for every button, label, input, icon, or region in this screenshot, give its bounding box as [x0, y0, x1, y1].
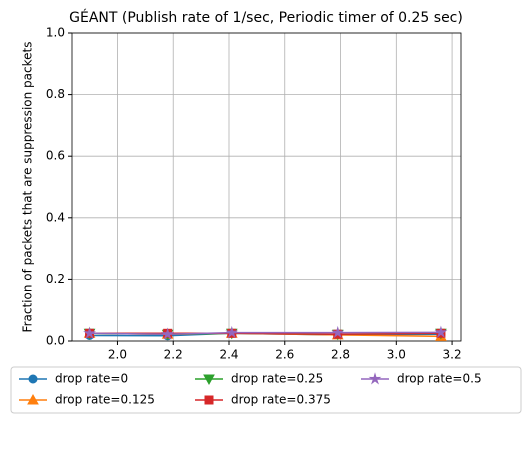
legend-label: drop rate=0	[55, 372, 128, 386]
legend-frame	[10, 366, 522, 414]
y-axis-label: Fraction of packets that are suppression…	[21, 42, 35, 333]
marker	[225, 325, 239, 339]
x-tick-label: 3.2	[443, 348, 462, 362]
marker	[28, 374, 38, 384]
marker	[331, 325, 345, 339]
marker	[27, 393, 39, 405]
y-tick-label: 0.8	[46, 87, 65, 101]
x-tick-label: 2.2	[164, 348, 183, 362]
x-tick-label: 2.6	[275, 348, 294, 362]
legend-label: drop rate=0.125	[55, 393, 155, 407]
y-tick-label: 0.0	[46, 334, 65, 348]
x-tick-label: 2.0	[108, 348, 127, 362]
marker	[204, 395, 214, 405]
x-tick-label: 2.8	[331, 348, 350, 362]
marker	[434, 325, 448, 338]
y-tick-label: 0.4	[46, 210, 65, 224]
plot-frame	[71, 32, 462, 342]
legend-label: drop rate=0.5	[397, 372, 482, 386]
y-tick-label: 0.2	[46, 272, 65, 286]
marker	[368, 372, 382, 385]
legend-label: drop rate=0.375	[231, 393, 331, 407]
y-tick-label: 1.0	[46, 26, 65, 40]
legend-label: drop rate=0.25	[231, 372, 323, 386]
chart-title: GÉANT (Publish rate of 1/sec, Periodic t…	[69, 9, 463, 26]
x-tick-label: 2.4	[219, 348, 238, 362]
marker	[83, 326, 96, 339]
y-tick-label: 0.6	[46, 149, 65, 163]
x-tick-label: 3.0	[387, 348, 406, 362]
marker	[161, 327, 175, 340]
marker	[203, 374, 215, 386]
